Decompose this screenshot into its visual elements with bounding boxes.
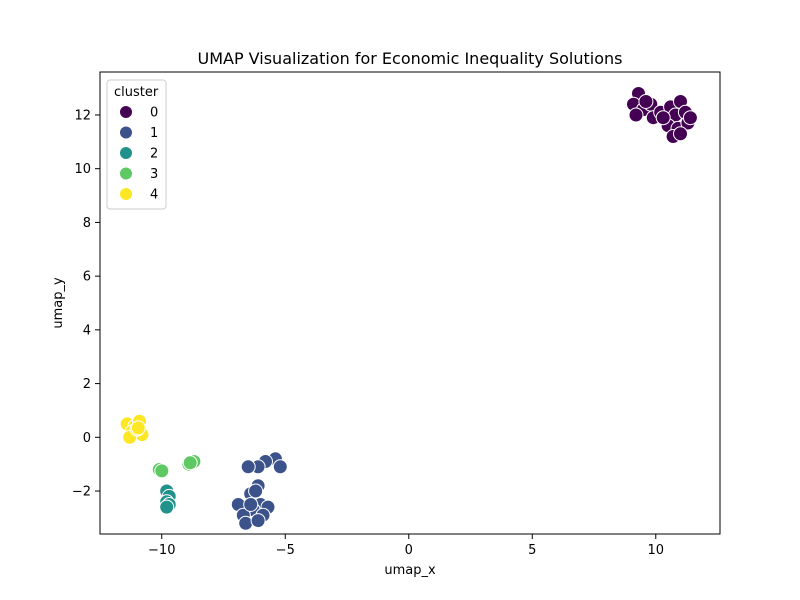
- legend: cluster 0 1 2 3 4: [106, 79, 167, 210]
- y-axis-ticks: −2 0 2 4 6 8 10 12: [72, 108, 100, 500]
- y-tick-label: −2: [72, 485, 91, 500]
- y-tick-label: 8: [83, 216, 91, 231]
- y-tick-label: 2: [83, 377, 91, 392]
- x-axis-ticks: −10 −5 0 5 10: [148, 534, 664, 558]
- point-cluster-1: [250, 513, 266, 529]
- point-cluster-3: [182, 455, 198, 471]
- point-cluster-3: [154, 463, 170, 479]
- points-layer: [119, 86, 698, 531]
- point-cluster-1: [243, 497, 259, 512]
- point-cluster-0: [638, 94, 654, 109]
- legend-title: cluster: [114, 85, 159, 100]
- point-cluster-1: [238, 515, 254, 531]
- legend-marker-4: [119, 187, 133, 201]
- legend-label-3: 3: [150, 167, 158, 182]
- y-tick-label: 6: [83, 270, 91, 285]
- y-tick-label: 10: [74, 162, 91, 177]
- x-tick-label: −10: [148, 543, 175, 558]
- y-tick-label: 0: [83, 431, 91, 446]
- x-tick-label: 10: [648, 543, 665, 558]
- point-cluster-0: [655, 110, 671, 126]
- legend-label-0: 0: [150, 106, 158, 121]
- legend-marker-0: [119, 105, 133, 119]
- x-tick-label: 0: [405, 543, 413, 558]
- point-cluster-1: [240, 459, 256, 475]
- chart-title: UMAP Visualization for Economic Inequali…: [197, 49, 622, 68]
- y-axis-label: umap_y: [51, 277, 66, 329]
- point-cluster-0: [628, 107, 644, 123]
- point-cluster-0: [673, 126, 688, 142]
- y-tick-label: 12: [74, 108, 91, 123]
- legend-marker-2: [119, 146, 133, 160]
- legend-label-1: 1: [150, 126, 158, 141]
- legend-marker-3: [119, 166, 133, 181]
- legend-label-4: 4: [150, 188, 158, 203]
- point-cluster-2: [159, 499, 175, 515]
- legend-label-2: 2: [150, 147, 158, 162]
- point-cluster-0: [682, 110, 698, 126]
- point-cluster-4: [130, 420, 146, 436]
- legend-marker-1: [119, 125, 133, 140]
- plot-frame: [99, 71, 721, 535]
- y-tick-label: 4: [83, 323, 91, 338]
- point-cluster-1: [248, 483, 264, 499]
- x-tick-label: 5: [528, 543, 536, 558]
- point-cluster-1: [272, 459, 288, 475]
- x-axis-label: umap_x: [384, 563, 436, 578]
- x-tick-label: −5: [276, 543, 295, 558]
